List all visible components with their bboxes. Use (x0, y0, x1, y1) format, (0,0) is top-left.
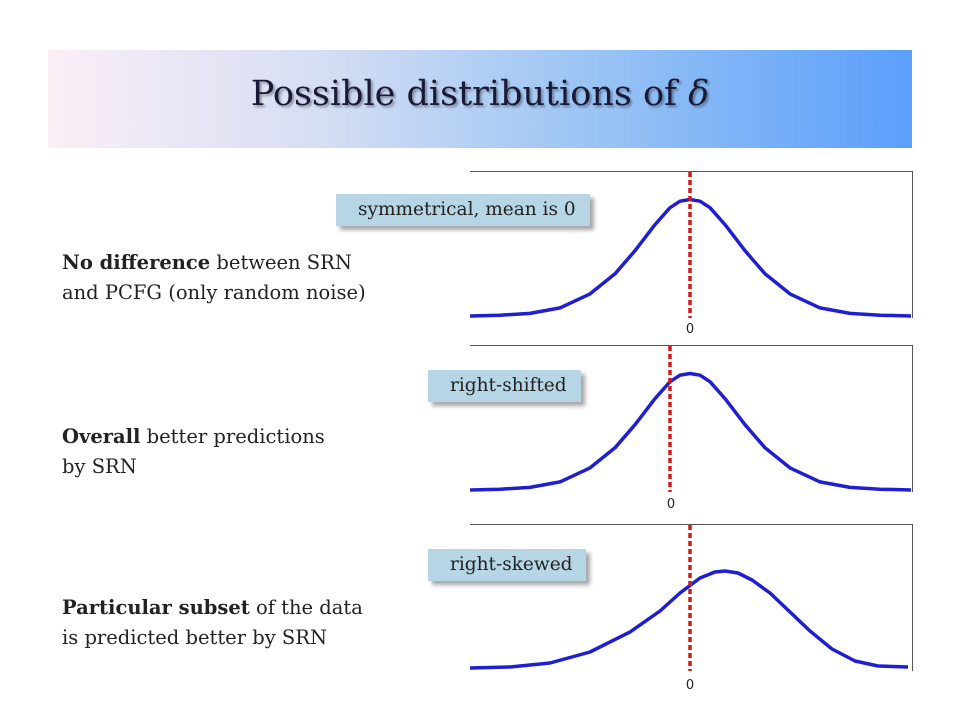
slide-title-text: Possible distributions of (250, 74, 689, 114)
panel-2-text: better predictions (140, 425, 325, 448)
panel-1-zero-label: 0 (685, 322, 695, 337)
panel-3-zero-label: 0 (685, 678, 695, 693)
panel-2-text-line2: by SRN (62, 455, 137, 478)
panel-3-text-line2: is predicted better by SRN (62, 626, 328, 649)
panel-2-bold: Overall (62, 425, 141, 448)
title-banner: Possible distributions of δ (48, 50, 912, 148)
panel-1-description: No difference between SRN and PCFG (only… (62, 248, 366, 308)
panel-1-plot (469, 171, 913, 318)
panel-2-description: Overall better predictions by SRN (62, 422, 325, 482)
panel-2-zero-label: 0 (666, 497, 676, 512)
slide-title: Possible distributions of δ (48, 74, 912, 114)
panel-1-chart (469, 172, 912, 318)
panel-1-annotation: symmetrical, mean is 0 (336, 194, 590, 226)
panel-3-description: Particular subset of the data is predict… (62, 593, 363, 653)
panel-2-curve (469, 371, 912, 492)
delta-symbol: δ (688, 74, 710, 114)
panel-3-plot (469, 524, 913, 671)
panel-1-text: between SRN (210, 251, 352, 274)
panel-2-plot (469, 345, 913, 492)
panel-3-text: of the data (249, 596, 363, 619)
panel-3-curve (469, 569, 909, 670)
panel-3-annotation: right-skewed (428, 549, 587, 581)
panel-2-annotation: right-shifted (428, 370, 581, 402)
panel-3-bold: Particular subset (62, 596, 250, 619)
panel-2-chart (469, 346, 912, 492)
panel-1-bold: No difference (62, 251, 211, 274)
panel-1-text-line2: and PCFG (only random noise) (62, 281, 366, 304)
panel-3-chart (469, 525, 909, 671)
